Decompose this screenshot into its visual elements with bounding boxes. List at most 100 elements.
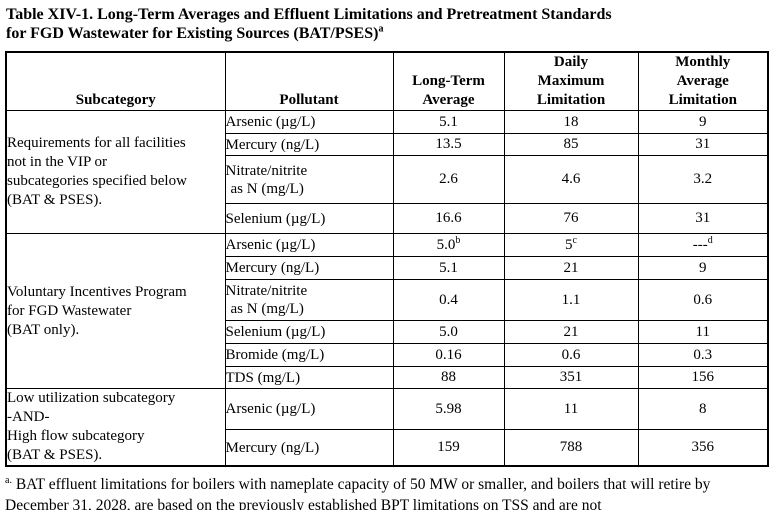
subcategory-line: Voluntary Incentives Program	[7, 283, 187, 300]
header-text: Limitation	[536, 92, 606, 108]
value-text: 76	[563, 210, 579, 226]
value-cell-monthly: 356	[637, 429, 769, 467]
value-cell-monthly: 11	[637, 320, 769, 344]
value-text: 159	[437, 439, 460, 456]
subcategory-line: not in the VIP or	[7, 154, 107, 170]
table-row: Mercury (ng/L) 5.1 21 9	[6, 256, 769, 280]
value-cell-lta: 2.6	[392, 155, 505, 204]
header-text: Subcategory	[75, 92, 156, 108]
value-cell-monthly: 9	[637, 256, 769, 280]
value-cell-lta: 0.4	[392, 279, 505, 321]
value-text: 788	[559, 439, 583, 456]
value-cell-lta: 5.98	[392, 387, 505, 431]
header-text: Monthly	[675, 54, 731, 70]
value-text: 21	[563, 259, 579, 276]
pollutant-label: Bromide (mg/L)	[225, 347, 325, 363]
value-cell-monthly: 8	[637, 387, 769, 431]
table-row: Requirements for all facilities not in t…	[5, 110, 769, 234]
subcategory-line: Low utilization subcategory	[7, 390, 176, 406]
pollutant-label: Nitrate/nitrite	[225, 162, 308, 179]
header-text: Limitation	[668, 92, 737, 108]
pollutant-cell: Bromide (mg/L)	[224, 343, 394, 367]
footnote-marker: b	[455, 234, 461, 246]
value-text: 5.1	[439, 113, 458, 130]
subcategory-line: for FGD Wastewater	[7, 302, 132, 319]
effluent-limits-table: Subcategory Pollutant Long-Term Average …	[5, 51, 769, 467]
value-text: 5.1	[439, 259, 458, 276]
col-header-pollutant: Pollutant	[224, 51, 394, 111]
table-row: Bromide (mg/L) 0.16 0.6 0.3	[6, 343, 769, 367]
pollutant-label: Arsenic (µg/L)	[225, 237, 316, 253]
value-cell-monthly: 156	[637, 366, 769, 389]
value-text: 5.0	[436, 236, 456, 253]
pollutant-cell: Arsenic (µg/L)	[224, 233, 394, 257]
footnote-marker: d	[707, 234, 713, 246]
header-text: Average	[422, 92, 475, 108]
value-cell-lta: 16.6	[392, 203, 505, 234]
header-text: Long-Term	[412, 73, 485, 89]
pollutant-cell: Nitrate/nitrite as N (mg/L)	[224, 155, 394, 204]
value-cell-lta: 0.16	[392, 343, 505, 367]
pollutant-cell: Arsenic (µg/L)	[224, 387, 394, 431]
value-cell-daily: 351	[503, 366, 639, 389]
header-text: Pollutant	[279, 92, 339, 108]
value-text: 8	[699, 400, 707, 417]
pollutant-cell: Mercury (ng/L)	[224, 429, 394, 467]
value-cell-daily: 85	[503, 133, 639, 156]
value-text: 31	[695, 210, 711, 226]
title-line-1: Table XIV-1. Long-Term Averages and Effl…	[6, 6, 612, 23]
value-cell-monthly: 31	[637, 133, 769, 156]
value-cell-daily: 5c	[503, 233, 639, 257]
table-row: Mercury (ng/L) 159 788 356	[6, 429, 769, 467]
value-text: 156	[691, 369, 715, 385]
value-cell-daily: 76	[503, 203, 639, 234]
pollutant-label: Arsenic (µg/L)	[225, 401, 316, 418]
title-line-2: for FGD Wastewater for Existing Sources …	[6, 25, 379, 42]
value-text: 16.6	[435, 210, 462, 226]
value-text: 1.1	[561, 291, 581, 308]
value-cell-daily: 21	[503, 320, 639, 344]
footnote: a. BAT effluent limitations for boilers …	[5, 474, 767, 510]
col-header-long-term-average: Long-Term Average	[392, 51, 505, 111]
pollutant-label: Selenium (µg/L)	[225, 324, 326, 340]
subcategory-cell-low-utilization: Low utilization subcategory -AND- High f…	[5, 388, 226, 467]
col-header-monthly-average: Monthly Average Limitation	[637, 51, 769, 111]
value-text: 5.0	[439, 323, 458, 340]
pollutant-cell: Mercury (ng/L)	[224, 256, 394, 280]
pollutant-label: TDS (mg/L)	[225, 369, 301, 386]
value-text: 5.98	[435, 400, 462, 417]
value-text: 0.6	[693, 291, 713, 308]
value-text: 11	[563, 400, 579, 417]
pollutant-label: as N (mg/L)	[230, 180, 304, 197]
value-cell-monthly: 31	[637, 203, 769, 234]
value-text: 85	[563, 136, 579, 152]
value-text: 3.2	[693, 171, 713, 187]
title-footnote-marker: a	[378, 23, 384, 35]
header-text: Daily	[553, 54, 589, 70]
value-text: 31	[695, 136, 711, 152]
subcategory-line: -AND-	[7, 409, 50, 425]
table-row: Voluntary Incentives Program for FGD Was…	[5, 233, 769, 389]
value-text: 9	[699, 113, 707, 130]
pollutant-cell: Selenium (µg/L)	[224, 203, 394, 234]
pollutant-label: Mercury (ng/L)	[225, 136, 320, 153]
col-header-subcategory: Subcategory	[5, 51, 226, 111]
col-header-daily-maximum: Daily Maximum Limitation	[503, 51, 639, 111]
subcategory-cell-general: Requirements for all facilities not in t…	[5, 110, 226, 234]
value-text: 88	[441, 369, 456, 385]
table-row: TDS (mg/L) 88 351 156	[6, 366, 769, 389]
pollutant-cell: Selenium (µg/L)	[224, 320, 394, 344]
value-text: 356	[691, 439, 715, 456]
value-cell-monthly: 3.2	[637, 155, 769, 204]
table-row: Nitrate/nitrite as N (mg/L) 0.4 1.1 0.6	[6, 279, 769, 321]
footnote-marker-a: a.	[5, 474, 12, 486]
value-cell-lta: 5.0b	[392, 233, 505, 257]
value-text: 4.6	[561, 171, 581, 187]
value-cell-daily: 4.6	[503, 155, 639, 204]
value-cell-daily: 1.1	[503, 279, 639, 321]
value-cell-lta: 5.1	[392, 256, 505, 280]
value-cell-monthly: 9	[637, 110, 769, 134]
value-text: 18	[563, 113, 579, 130]
value-cell-monthly: 0.6	[637, 279, 769, 321]
value-cell-daily: 0.6	[503, 343, 639, 367]
